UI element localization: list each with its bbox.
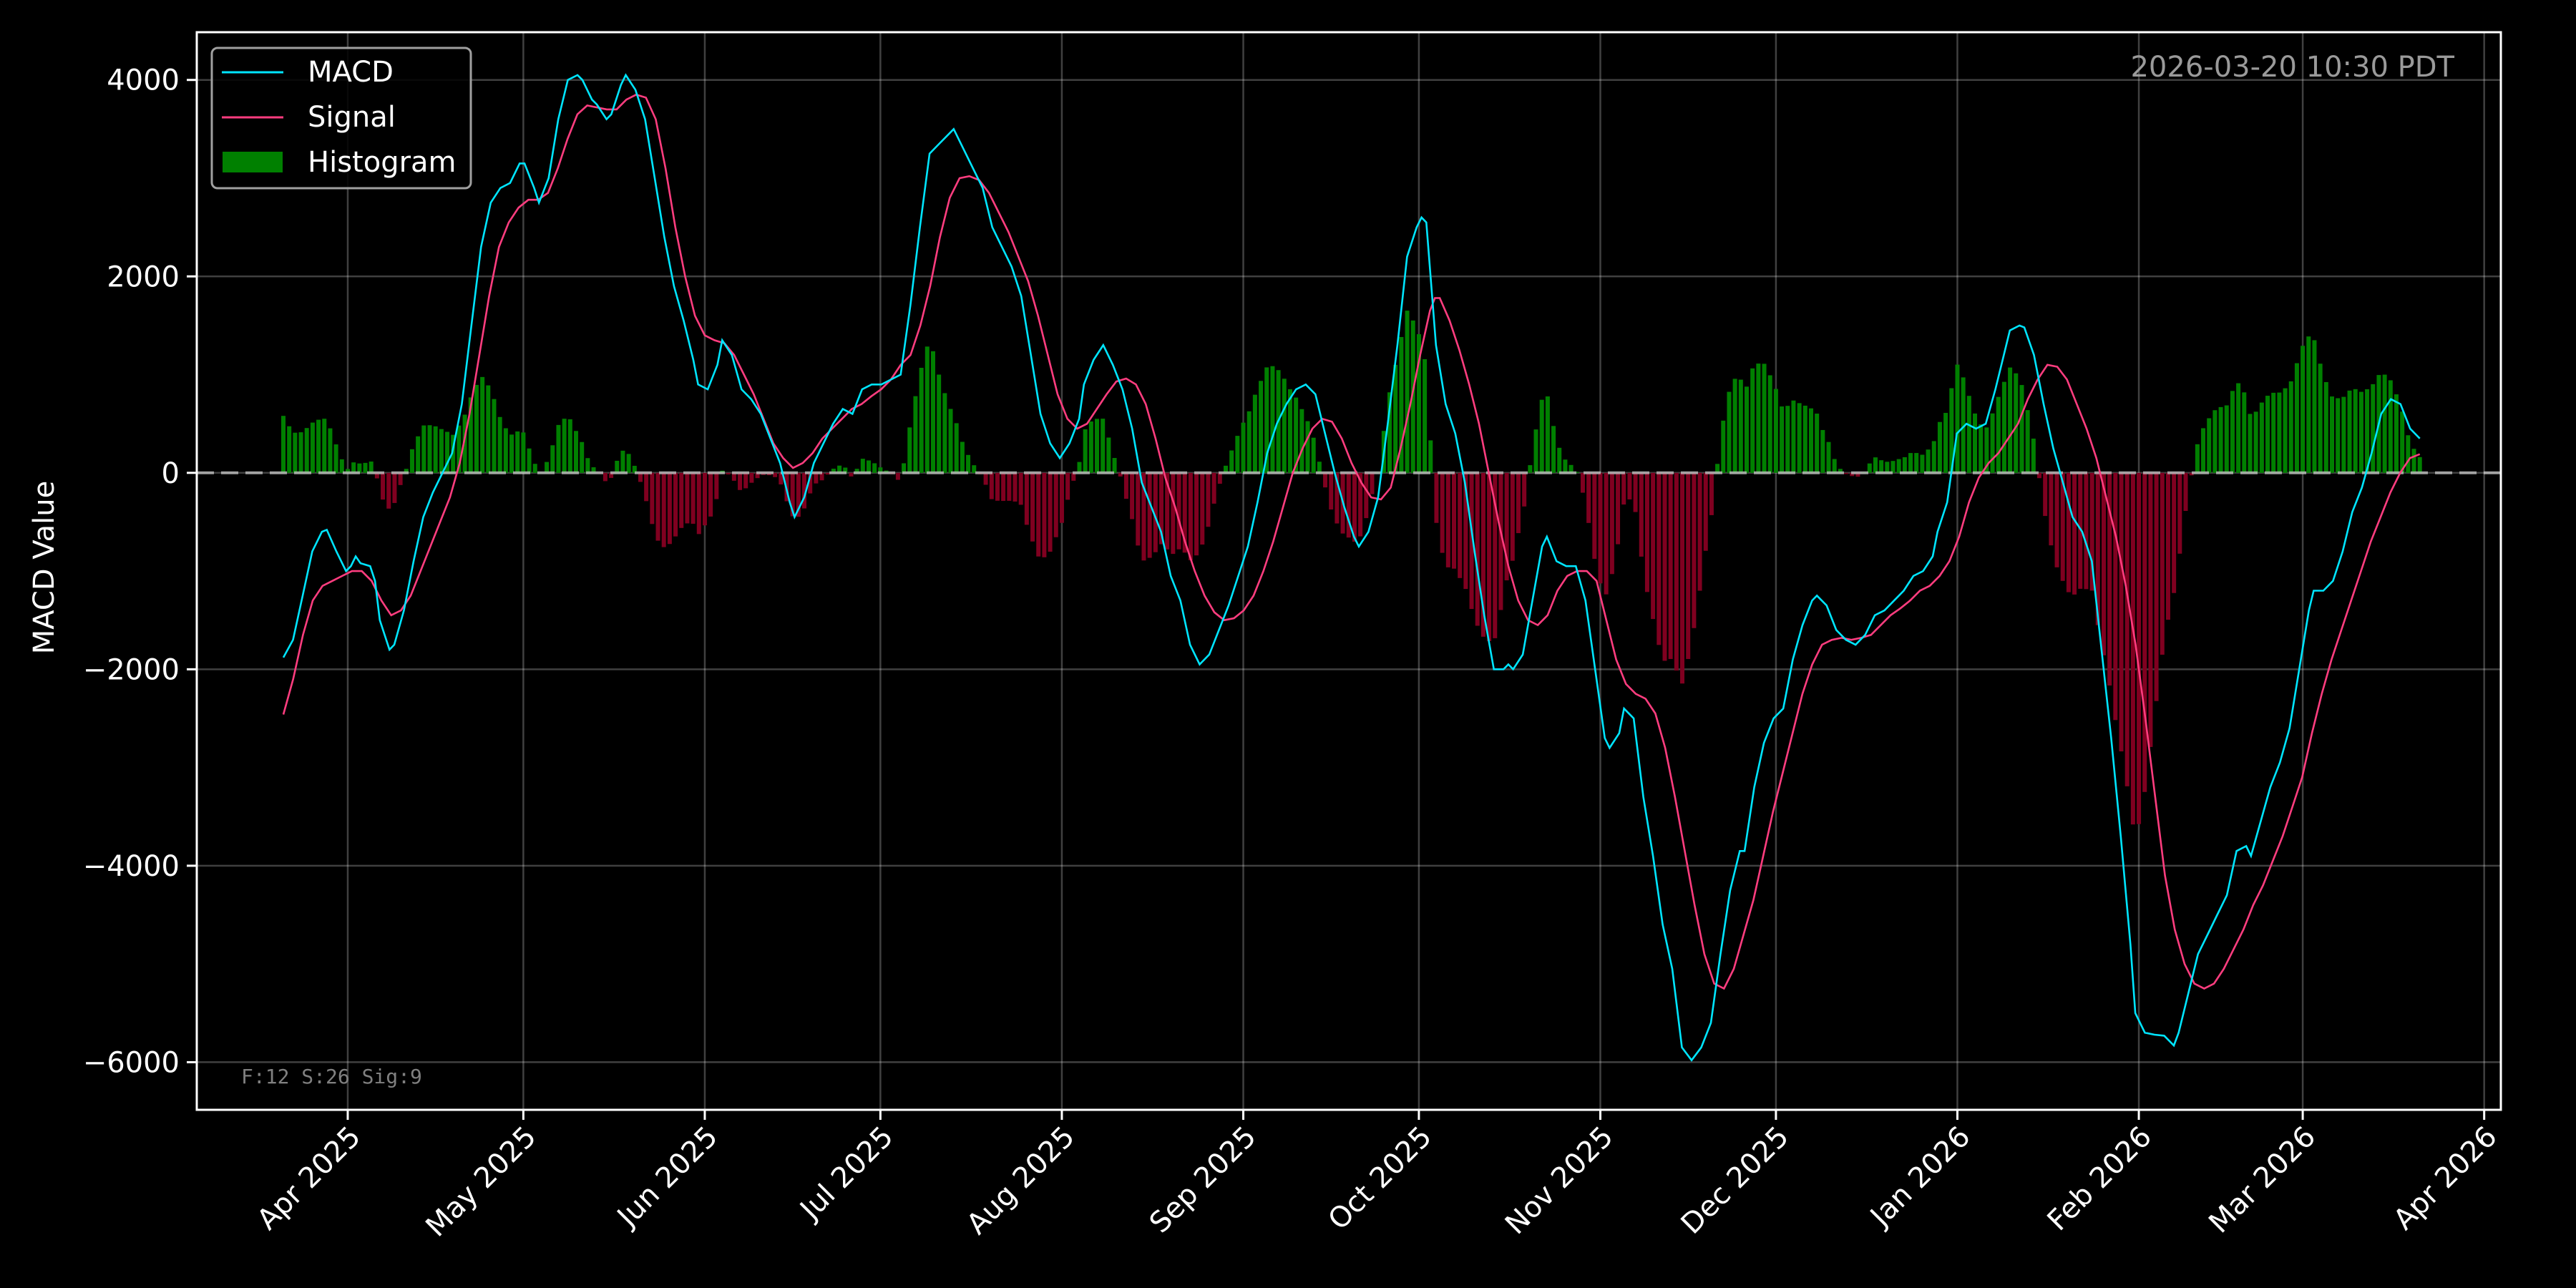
axes-frame: [195, 31, 2502, 1111]
signal-line: [282, 93, 2421, 990]
legend: MACD Signal Histogram: [210, 47, 472, 190]
legend-macd-label: MACD: [308, 56, 394, 89]
y-tick-label: −6000: [83, 1046, 180, 1079]
y-axis-ticks: 4000 2000 0 −2000 −4000 −6000: [83, 64, 197, 1079]
x-tick-label: Jul 2025: [793, 1121, 900, 1228]
y-tick-label: −4000: [83, 850, 180, 883]
y-tick-label: 4000: [107, 64, 180, 97]
legend-signal-label: Signal: [308, 101, 396, 134]
x-tick-label: Sep 2025: [1143, 1121, 1263, 1240]
x-tick-label: Jun 2025: [610, 1121, 724, 1235]
x-tick-label: Dec 2025: [1675, 1121, 1795, 1241]
x-tick-label: Apr 2026: [2387, 1121, 2503, 1236]
y-tick-label: 0: [162, 457, 180, 490]
y-axis-label: MACD Value: [28, 481, 61, 654]
x-tick-label: Nov 2025: [1499, 1121, 1620, 1241]
x-tick-label: Jan 2026: [1863, 1121, 1976, 1234]
macd-line: [282, 73, 2421, 1062]
x-tick-label: Feb 2026: [2041, 1121, 2159, 1238]
x-tick-label: Mar 2026: [2202, 1121, 2322, 1240]
histogram-bars: [281, 311, 2422, 825]
x-tick-label: Oct 2025: [1322, 1121, 1438, 1236]
legend-histogram-label: Histogram: [308, 146, 457, 179]
x-axis-ticks: Apr 2025 May 2025 Jun 2025 Jul 2025 Aug 2025…: [251, 1110, 2504, 1244]
legend-histogram-swatch: [223, 152, 283, 172]
y-tick-label: 2000: [107, 260, 180, 293]
x-tick-label: May 2025: [419, 1121, 542, 1244]
x-tick-label: Aug 2025: [960, 1121, 1081, 1241]
timestamp-label: 2026-03-20 10:30 PDT: [2130, 51, 2454, 84]
macd-params-label: F:12 S:26 Sig:9: [241, 1065, 422, 1088]
y-tick-label: −2000: [83, 653, 180, 686]
x-tick-label: Apr 2025: [251, 1121, 367, 1236]
